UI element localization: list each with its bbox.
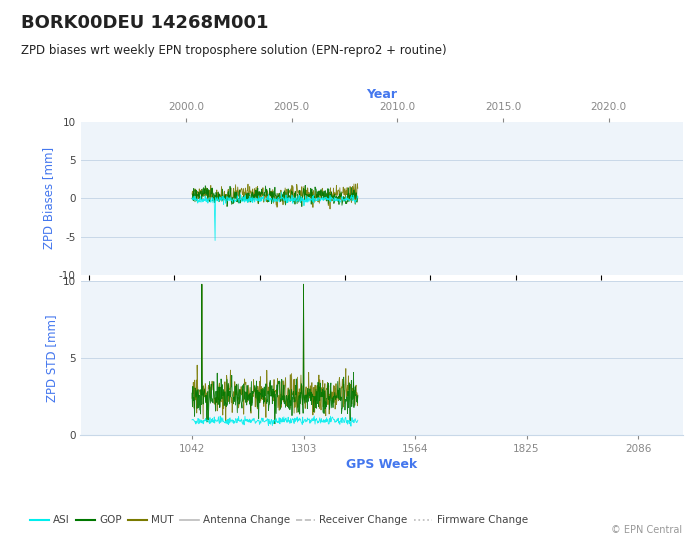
- Y-axis label: ZPD STD [mm]: ZPD STD [mm]: [46, 314, 58, 402]
- Y-axis label: ZPD Biases [mm]: ZPD Biases [mm]: [41, 147, 55, 249]
- Text: BORK00DEU 14268M001: BORK00DEU 14268M001: [21, 14, 269, 31]
- X-axis label: GPS Week: GPS Week: [346, 458, 417, 471]
- Text: ZPD biases wrt weekly EPN troposphere solution (EPN-repro2 + routine): ZPD biases wrt weekly EPN troposphere so…: [21, 44, 447, 57]
- Legend: ASI, GOP, MUT, Antenna Change, Receiver Change, Firmware Change: ASI, GOP, MUT, Antenna Change, Receiver …: [26, 511, 532, 529]
- X-axis label: Year: Year: [366, 89, 397, 102]
- Text: © EPN Central: © EPN Central: [611, 524, 682, 535]
